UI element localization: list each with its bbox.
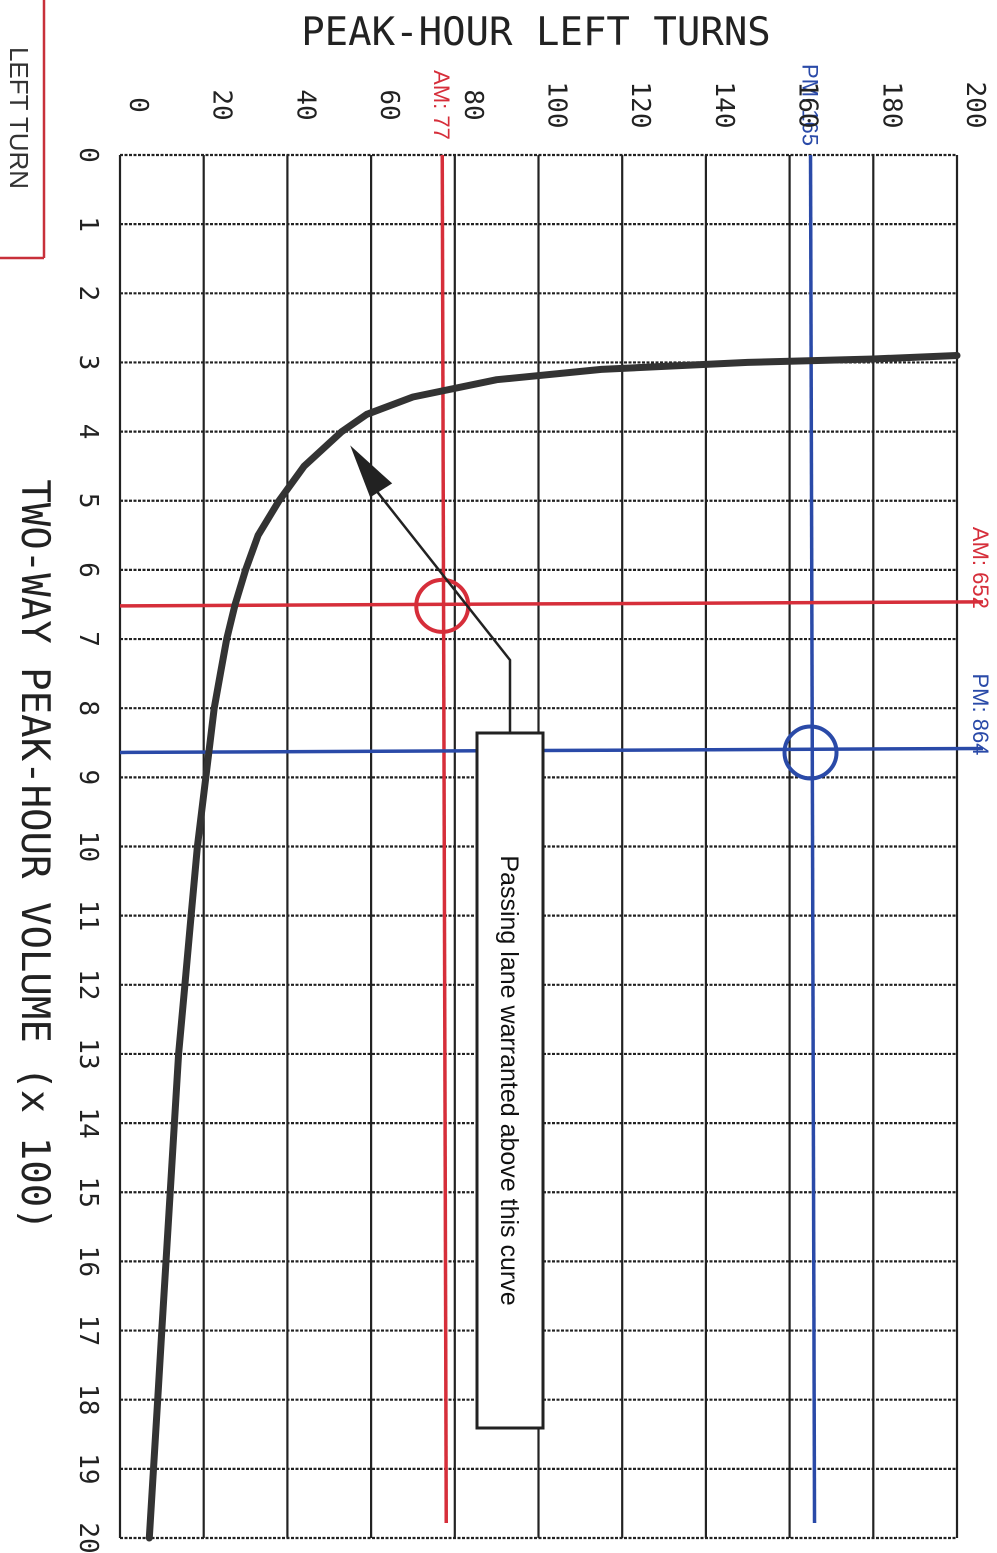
annotation-arrow-line xyxy=(371,484,512,733)
chart-title: PEAK-HOUR LEFT TURNS xyxy=(301,10,771,55)
y-tick-label: 80 xyxy=(458,89,488,120)
x-tick-label: 15 xyxy=(73,1177,103,1208)
reference-line-horizontal xyxy=(119,746,984,755)
x-tick-label: 4 xyxy=(73,424,103,440)
annotation-arrowhead xyxy=(350,445,393,498)
x-tick-label: 14 xyxy=(73,1107,103,1138)
x-tick-label: 12 xyxy=(73,969,103,1000)
x-tick-label: 11 xyxy=(73,900,103,931)
tab-label: LEFT TURN xyxy=(4,47,34,189)
x-tick-label: 3 xyxy=(73,355,103,371)
x-tick-label: 20 xyxy=(73,1522,103,1553)
reference-line-horizontal xyxy=(119,600,984,608)
x-tick-label: 17 xyxy=(73,1315,103,1346)
x-axis-label: TWO-WAY PEAK-HOUR VOLUME (x 100) xyxy=(12,479,57,1230)
reference-line-label: AM: 77 xyxy=(429,70,454,140)
x-tick-label: 10 xyxy=(73,831,103,862)
y-tick-label: 40 xyxy=(290,89,320,120)
x-tick-label: 9 xyxy=(73,770,103,786)
y-tick-label: 180 xyxy=(876,82,906,129)
warrant-curve xyxy=(145,352,961,1542)
y-tick-label: 140 xyxy=(709,82,739,129)
y-tick-label: 60 xyxy=(374,89,404,120)
titles-layer: LEFT TURN PEAK-HOUR LEFT TURNS TWO-WAY P… xyxy=(0,0,771,1231)
x-tick-label: 8 xyxy=(73,700,103,716)
x-tick-label: 13 xyxy=(73,1038,103,1069)
reference-line-label: AM: 652 xyxy=(968,527,993,609)
x-tick-label: 6 xyxy=(73,562,103,578)
x-tick-label: 1 xyxy=(73,216,103,232)
reference-lines-layer: AM: 77 PM: 165 AM: 652 PM: 864 xyxy=(119,64,993,1524)
reference-line-vertical xyxy=(808,154,817,1524)
annotation-layer: Passing lane warranted above this curve xyxy=(350,445,545,1430)
reference-line-label: PM: 864 xyxy=(968,673,993,755)
x-tick-label: 2 xyxy=(73,285,103,301)
reference-line-vertical xyxy=(440,154,448,1524)
x-tick-label: 7 xyxy=(73,631,103,647)
y-tick-label: 120 xyxy=(625,82,655,129)
y-tick-label: 160 xyxy=(793,82,823,129)
x-tick-label: 0 xyxy=(73,147,103,163)
x-tick-label: 19 xyxy=(73,1453,103,1484)
y-tick-label: 0 xyxy=(123,97,153,113)
annotation-box xyxy=(475,731,545,1430)
reference-line-label: PM: 165 xyxy=(798,64,823,146)
y-tick-label: 100 xyxy=(542,82,572,129)
x-tick-label: 16 xyxy=(73,1246,103,1277)
y-tick-label: 200 xyxy=(960,82,990,129)
annotation-text: Passing lane warranted above this curve xyxy=(495,855,523,1305)
x-tick-label: 18 xyxy=(73,1384,103,1415)
x-tick-label: 5 xyxy=(73,493,103,509)
intersection-marker xyxy=(782,724,839,781)
y-tick-label: 20 xyxy=(207,89,237,120)
curve-layer xyxy=(145,352,961,1542)
